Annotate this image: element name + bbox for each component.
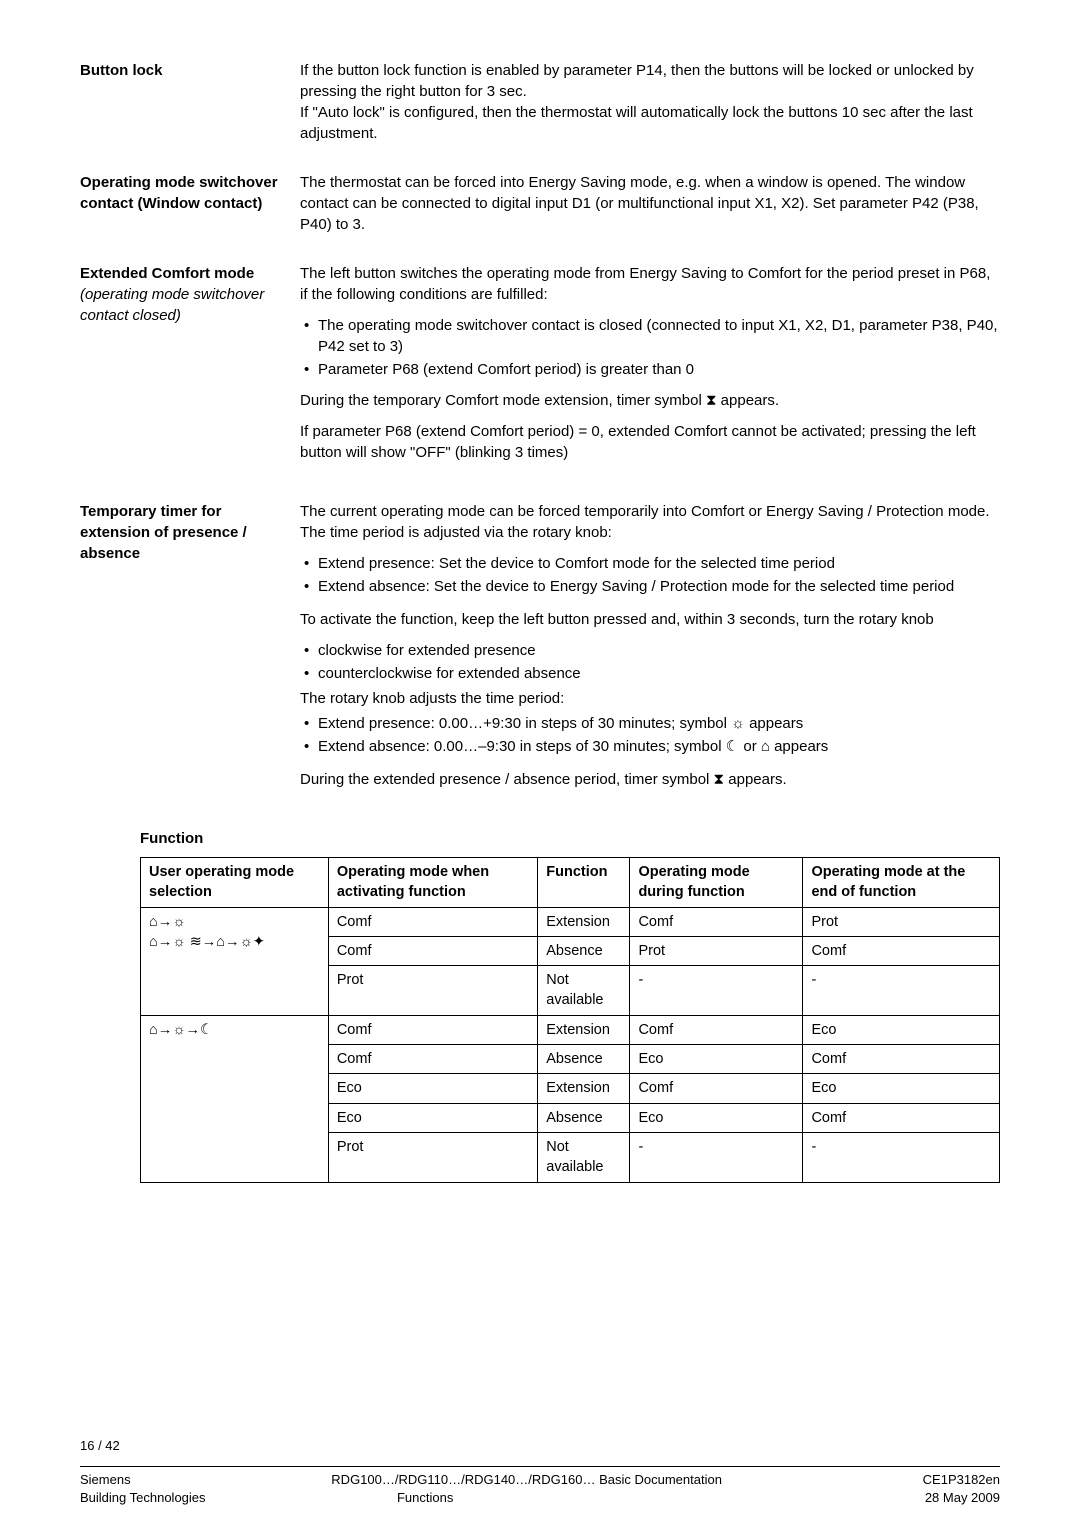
- td: Not available: [538, 1132, 630, 1182]
- td: Eco: [803, 1015, 1000, 1044]
- body-temp-timer: The current operating mode can be forced…: [300, 501, 1000, 800]
- td: Comf: [803, 936, 1000, 965]
- label-extended-comfort: Extended Comfort mode (operating mode sw…: [80, 263, 300, 473]
- page-footer: 16 / 42 Siemens RDG100…/RDG110…/RDG140…/…: [80, 1397, 1000, 1507]
- footer-right-top: CE1P3182en: [923, 1471, 1000, 1489]
- td: Eco: [328, 1103, 537, 1132]
- td: Not available: [538, 966, 630, 1016]
- body-operating-mode: The thermostat can be forced into Energy…: [300, 172, 1000, 235]
- td: Comf: [803, 1045, 1000, 1074]
- mode-icon: ⌂→☼ ≋→⌂→☼✦: [149, 934, 265, 950]
- bullet: Extend absence: 0.00…–9:30 in steps of 3…: [300, 736, 1000, 757]
- text: If the button lock function is enabled b…: [300, 60, 1000, 144]
- label-operating-mode: Operating mode switchover contact (Windo…: [80, 172, 300, 235]
- p2: To activate the function, keep the left …: [300, 609, 1000, 630]
- label-button-lock: Button lock: [80, 60, 300, 144]
- footer-center-bottom: Functions: [397, 1489, 453, 1507]
- mode-icons-cell: ⌂→☼ ⌂→☼ ≋→⌂→☼✦: [141, 907, 329, 1015]
- bullet: The operating mode switchover contact is…: [300, 315, 1000, 357]
- td: Comf: [328, 1045, 537, 1074]
- td: -: [630, 1132, 803, 1182]
- section-temp-timer: Temporary timer for extension of presenc…: [80, 501, 1000, 800]
- td: Absence: [538, 1045, 630, 1074]
- footer-left-bottom: Building Technologies: [80, 1489, 206, 1507]
- td: Comf: [328, 936, 537, 965]
- label-bold: Extended Comfort mode: [80, 265, 254, 282]
- page-number: 16 / 42: [80, 1437, 1000, 1455]
- mode-icons-cell: ⌂→☼→☾: [141, 1015, 329, 1182]
- bullet-list: The operating mode switchover contact is…: [300, 315, 1000, 380]
- p3: If parameter P68 (extend Comfort period)…: [300, 421, 1000, 463]
- td: Eco: [803, 1074, 1000, 1103]
- function-table: User operating mode selection Operating …: [140, 857, 1000, 1183]
- td: -: [803, 1132, 1000, 1182]
- bullet-list-1: Extend presence: Set the device to Comfo…: [300, 553, 1000, 597]
- td: Comf: [630, 1015, 803, 1044]
- td: Comf: [328, 907, 537, 936]
- td: Eco: [328, 1074, 537, 1103]
- bullet-list-3: Extend presence: 0.00…+9:30 in steps of …: [300, 713, 1000, 757]
- td: Eco: [630, 1103, 803, 1132]
- p1: The left button switches the operating m…: [300, 263, 1000, 305]
- footer-row-2: Building Technologies Functions 28 May 2…: [80, 1489, 1000, 1507]
- bullet: Parameter P68 (extend Comfort period) is…: [300, 359, 1000, 380]
- bullet: clockwise for extended presence: [300, 640, 1000, 661]
- section-operating-mode: Operating mode switchover contact (Windo…: [80, 172, 1000, 235]
- label-temp-timer: Temporary timer for extension of presenc…: [80, 501, 300, 800]
- th: Operating mode at the end of function: [803, 858, 1000, 908]
- bullet-list-2: clockwise for extended presence counterc…: [300, 640, 1000, 684]
- table-row: ⌂→☼ ⌂→☼ ≋→⌂→☼✦ Comf Extension Comf Prot: [141, 907, 1000, 936]
- footer-left-top: Siemens: [80, 1471, 131, 1489]
- td: Prot: [328, 1132, 537, 1182]
- td: Eco: [630, 1045, 803, 1074]
- td: Prot: [328, 966, 537, 1016]
- p3: The rotary knob adjusts the time period:: [300, 688, 1000, 709]
- th: User operating mode selection: [141, 858, 329, 908]
- table-row: ⌂→☼→☾ Comf Extension Comf Eco: [141, 1015, 1000, 1044]
- bullet: Extend presence: 0.00…+9:30 in steps of …: [300, 713, 1000, 734]
- section-extended-comfort: Extended Comfort mode (operating mode sw…: [80, 263, 1000, 473]
- td: Prot: [803, 907, 1000, 936]
- td: Comf: [328, 1015, 537, 1044]
- td: Extension: [538, 1015, 630, 1044]
- footer-right-bottom: 28 May 2009: [925, 1489, 1000, 1507]
- body-button-lock: If the button lock function is enabled b…: [300, 60, 1000, 144]
- td: Absence: [538, 1103, 630, 1132]
- bullet: counterclockwise for extended absence: [300, 663, 1000, 684]
- mode-icon: ⌂→☼: [149, 914, 186, 930]
- td: Comf: [630, 907, 803, 936]
- td: Extension: [538, 1074, 630, 1103]
- td: Comf: [630, 1074, 803, 1103]
- th: Operating mode when activating function: [328, 858, 537, 908]
- p1: The current operating mode can be forced…: [300, 501, 1000, 543]
- footer-row-1: Siemens RDG100…/RDG110…/RDG140…/RDG160… …: [80, 1471, 1000, 1489]
- bullet: Extend absence: Set the device to Energy…: [300, 576, 1000, 597]
- label-italic: (operating mode switchover contact close…: [80, 286, 264, 324]
- td: Prot: [630, 936, 803, 965]
- th: Function: [538, 858, 630, 908]
- table-header-row: User operating mode selection Operating …: [141, 858, 1000, 908]
- p4: During the extended presence / absence p…: [300, 769, 1000, 790]
- td: Absence: [538, 936, 630, 965]
- footer-divider: [80, 1466, 1000, 1467]
- p2: During the temporary Comfort mode extens…: [300, 390, 1000, 411]
- th: Operating mode during function: [630, 858, 803, 908]
- td: -: [803, 966, 1000, 1016]
- td: Comf: [803, 1103, 1000, 1132]
- td: Extension: [538, 907, 630, 936]
- body-extended-comfort: The left button switches the operating m…: [300, 263, 1000, 473]
- function-heading: Function: [140, 828, 1000, 849]
- td: -: [630, 966, 803, 1016]
- section-button-lock: Button lock If the button lock function …: [80, 60, 1000, 144]
- footer-center-top: RDG100…/RDG110…/RDG140…/RDG160… Basic Do…: [331, 1471, 722, 1489]
- bullet: Extend presence: Set the device to Comfo…: [300, 553, 1000, 574]
